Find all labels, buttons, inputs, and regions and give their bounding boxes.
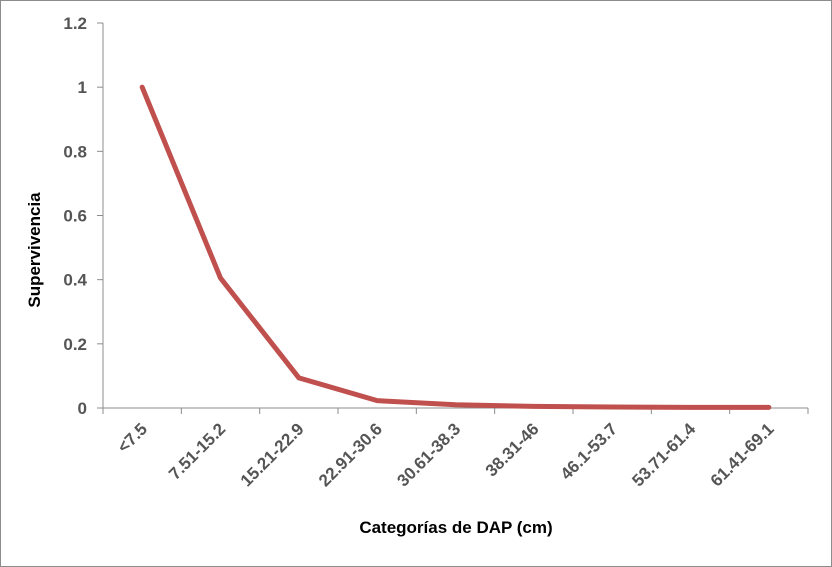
x-tick-label: <7.5 [114, 419, 151, 456]
y-tick-label: 0.8 [63, 142, 87, 161]
x-tick-label: 15.21-22.9 [237, 419, 308, 490]
x-axis-title: Categorías de DAP (cm) [359, 518, 552, 537]
y-axis-title: Supervivencia [25, 192, 44, 308]
y-tick-label: 1 [78, 78, 87, 97]
x-tick-label: 46.1-53.7 [557, 419, 621, 483]
y-tick-label: 1.2 [63, 14, 87, 33]
x-tick-label: 38.31-46 [482, 419, 543, 480]
x-axis-ticks: <7.5 7.51-15.2 15.21-22.9 22.91-30.6 30.61-3… [102, 408, 809, 490]
y-tick-label: 0.6 [63, 207, 87, 226]
x-tick-label: 30.61-38.3 [393, 419, 464, 490]
x-tick-label: 53.71-61.4 [628, 419, 699, 490]
y-axis-ticks: 0 0.2 0.4 0.6 0.8 1 1.2 [63, 14, 103, 418]
y-tick-label: 0 [78, 399, 87, 418]
series-line [139, 84, 772, 410]
y-tick-label: 0.2 [63, 335, 87, 354]
x-tick-label: 61.41-69.1 [707, 419, 778, 490]
y-tick-label: 0.4 [63, 271, 87, 290]
x-tick-label: 22.91-30.6 [315, 419, 386, 490]
x-tick-label: 7.51-15.2 [165, 419, 229, 483]
series-group [139, 84, 772, 410]
